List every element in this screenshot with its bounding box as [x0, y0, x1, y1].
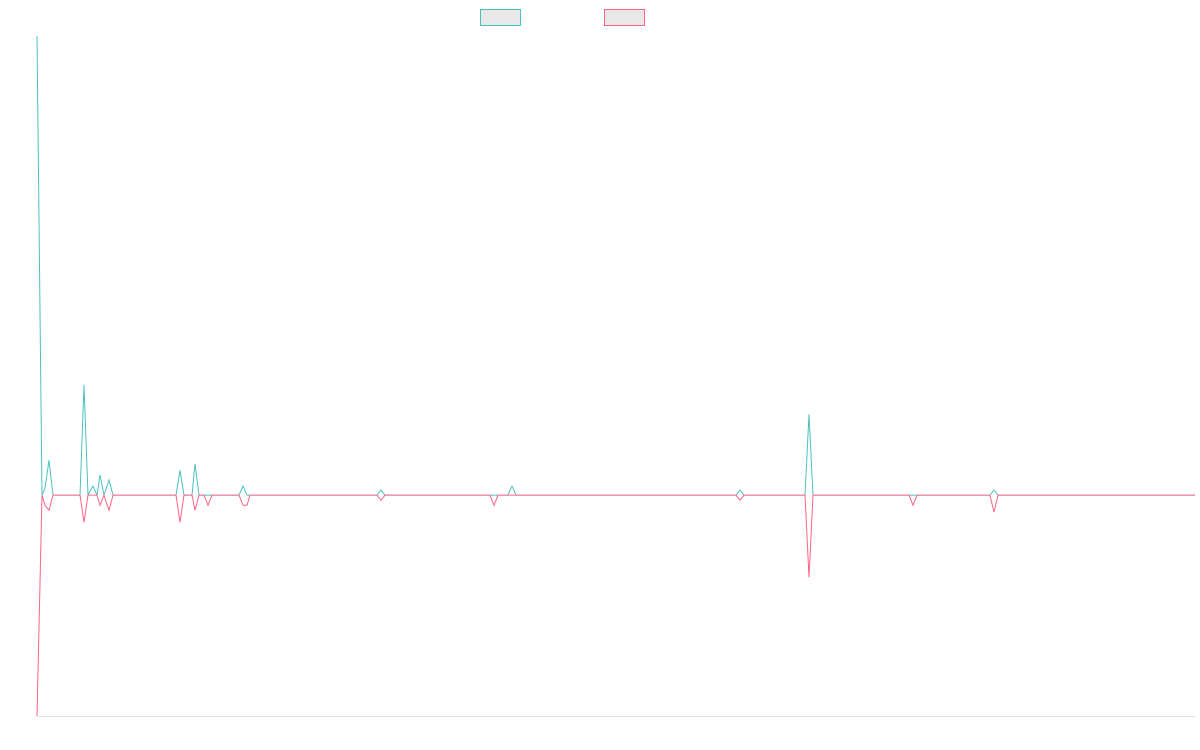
legend-swatch[interactable]	[480, 9, 521, 26]
series-line	[36, 493, 1195, 717]
series-line	[36, 35, 1195, 498]
legend-swatch[interactable]	[604, 9, 645, 26]
